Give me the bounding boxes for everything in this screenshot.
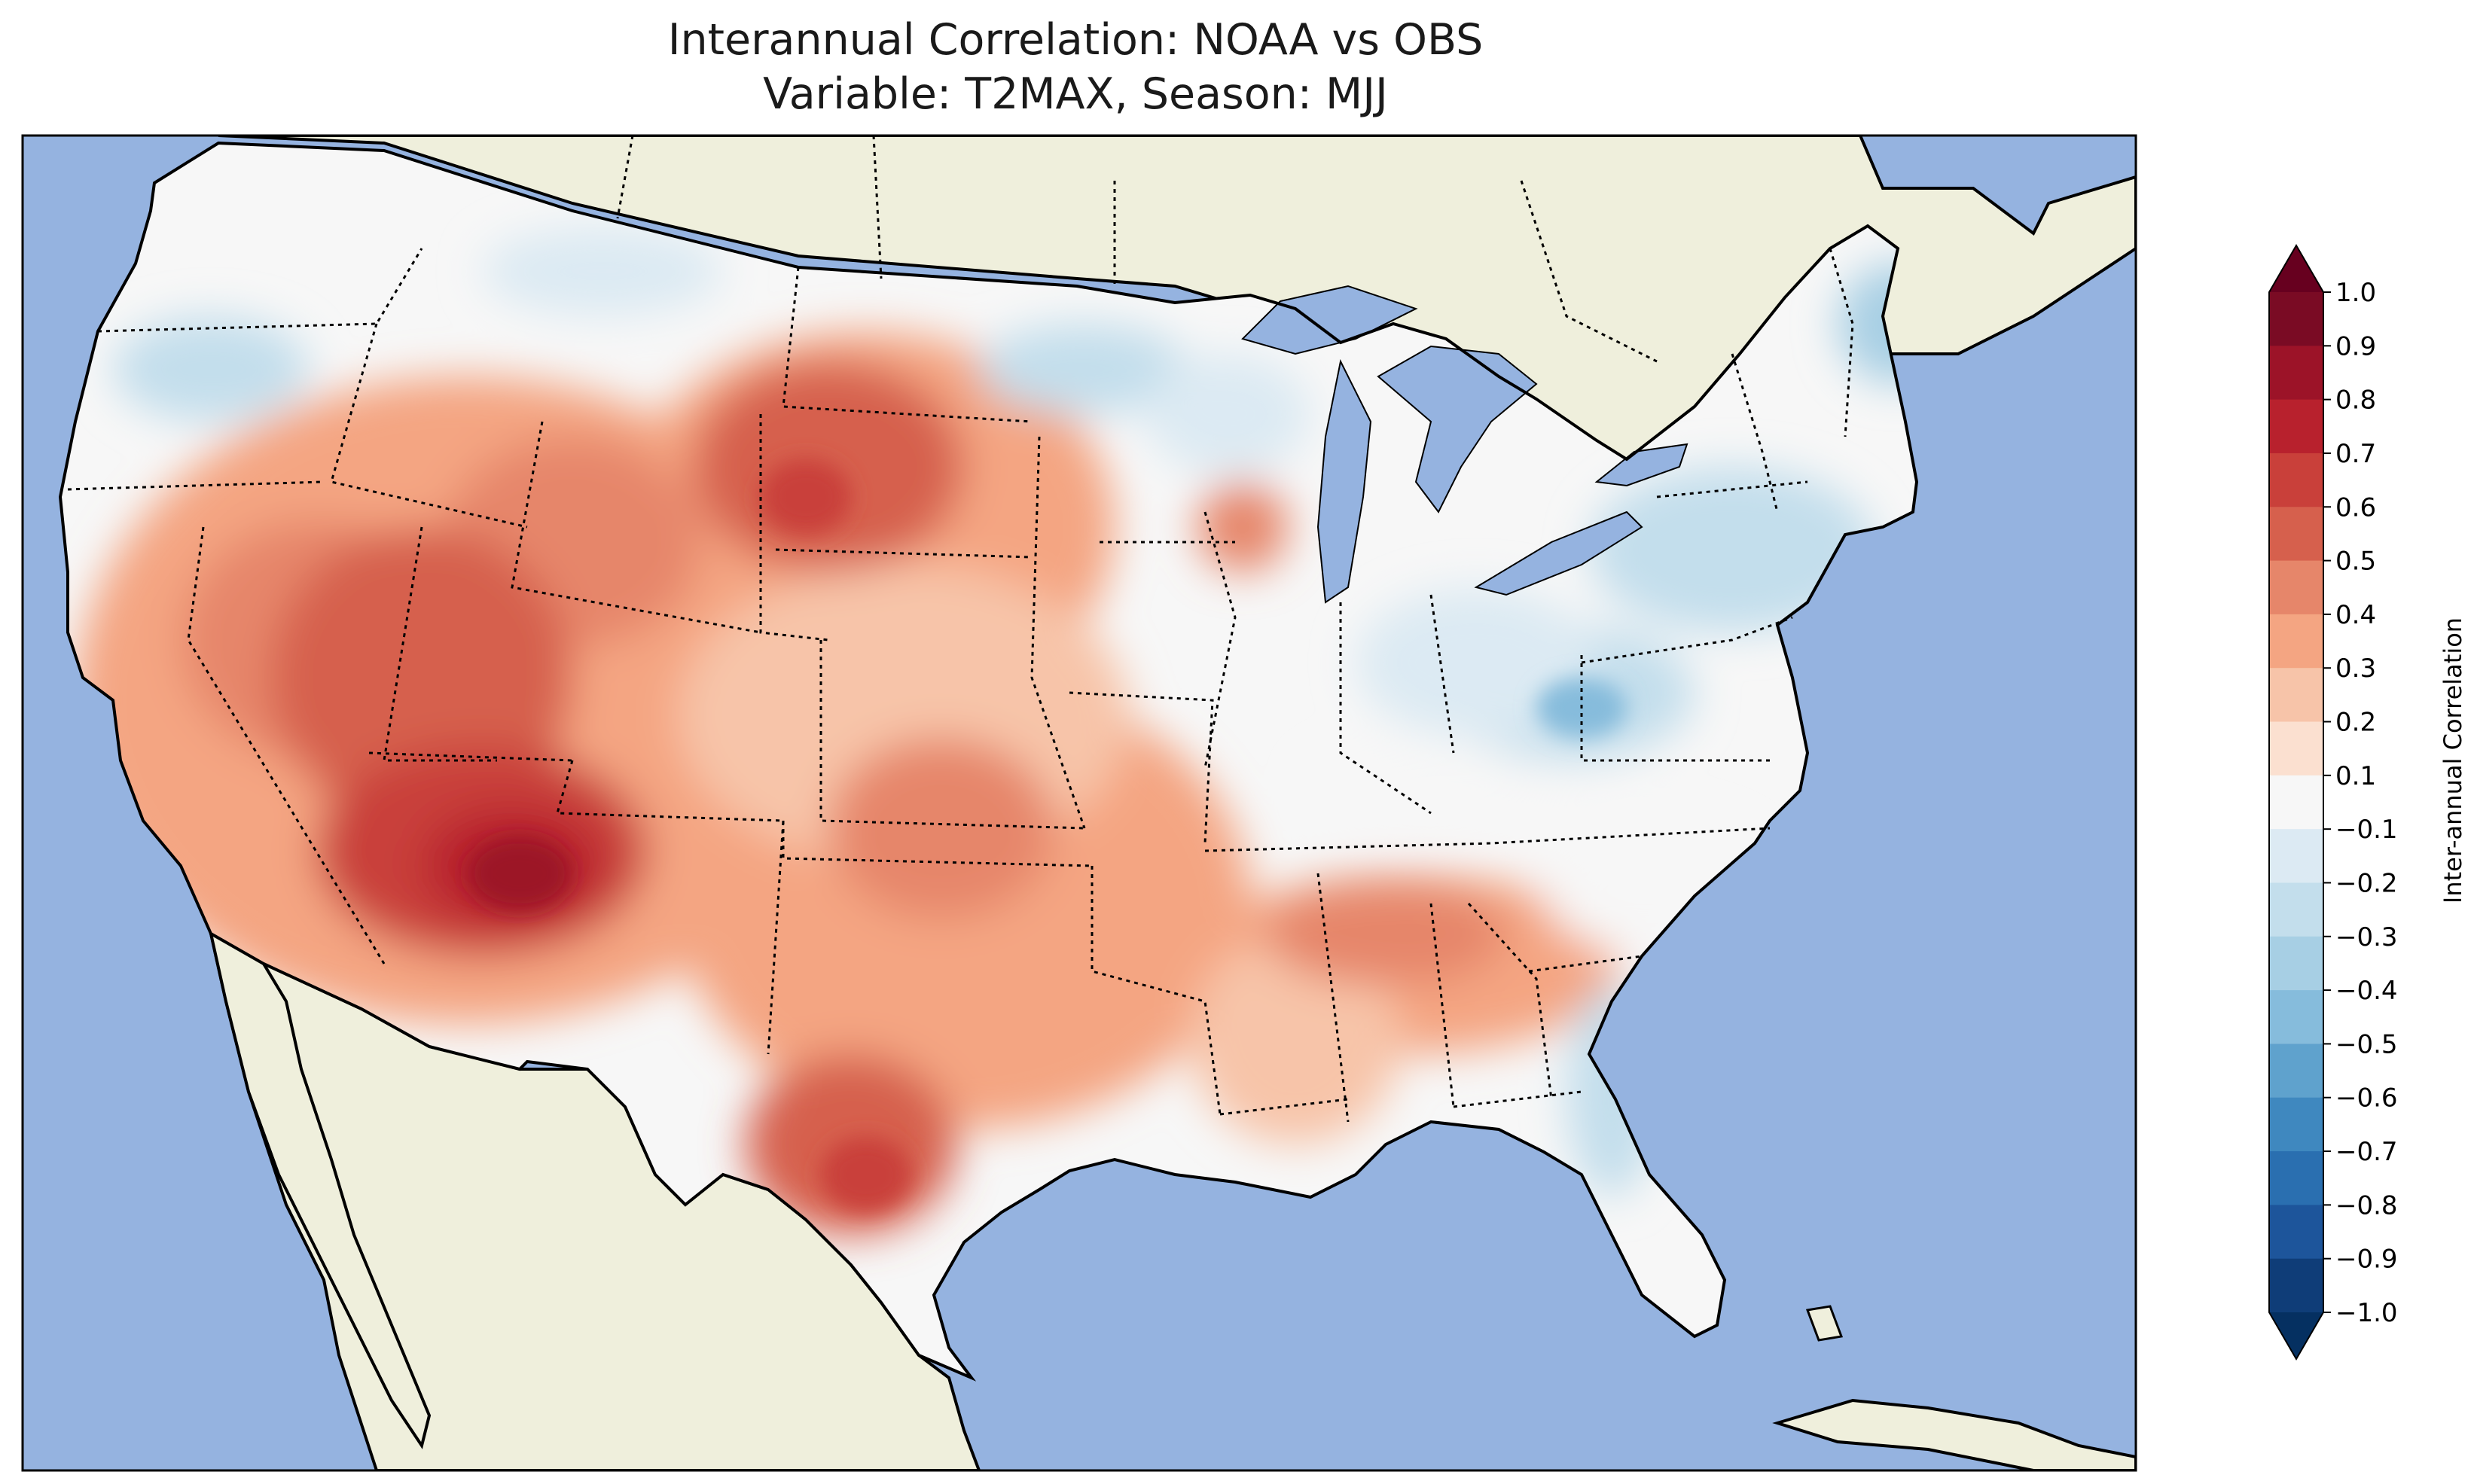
colorbar-tick-label: −0.9 [2335,1245,2398,1275]
colorbar-tick-label: 1.0 [2335,278,2376,308]
colorbar-segment [2269,721,2323,776]
colorbar-tick-label: 0.5 [2335,547,2376,577]
colorbar-segment [2269,453,2323,507]
colorbar-tick-label: −0.3 [2335,922,2398,952]
colorbar-segment [2269,882,2323,937]
colorbar-segment [2269,668,2323,723]
colorbar-segment [2269,1205,2323,1260]
chart-title: Interannual Correlation: NOAA vs OBS [667,15,1484,65]
colorbar-tick-label: −0.8 [2335,1190,2398,1220]
colorbar-tick-label: 0.2 [2335,708,2376,738]
bahamas-island [1805,1305,1844,1342]
chart-subtitle: Variable: T2MAX, Season: MJJ [763,69,1388,119]
colorbar-segment [2269,560,2323,615]
colorbar-segment [2269,292,2323,346]
colorbar-segment [2269,507,2323,562]
colorbar-segment [2269,990,2323,1044]
colorbar-tick-label: −1.0 [2335,1298,2398,1328]
colorbar-segment [2269,1044,2323,1099]
colorbar-label: Inter-annual Correlation [2439,617,2467,904]
colorbar-segment [2269,1151,2323,1205]
colorbar-segment [2269,1258,2323,1313]
colorbar-extend-min [2269,1312,2323,1359]
colorbar-segment [2269,936,2323,991]
colorbar-tick-label: −0.4 [2335,976,2398,1006]
colorbar-tick-label: −0.1 [2335,815,2398,845]
colorbar-tick-label: 0.1 [2335,761,2376,791]
colorbar-tick-label: 0.7 [2335,439,2376,469]
colorbar-segment [2269,1097,2323,1152]
cuba-island [1772,1398,2136,1470]
colorbar-segment [2269,614,2323,669]
colorbar-tick-label: 0.3 [2335,654,2376,684]
colorbar-tick-label: 0.4 [2335,600,2376,630]
colorbar-tick-label: −0.2 [2335,868,2398,898]
colorbar-tick-label: 0.6 [2335,492,2376,523]
colorbar-segment [2269,775,2323,830]
great-lakes [1241,285,1688,604]
colorbar-tick-label: 0.9 [2335,331,2376,361]
colorbar-tick-label: 0.8 [2335,385,2376,416]
colorbar-segment [2269,346,2323,401]
colorbar-extend-max [2269,245,2323,292]
colorbar-tick-label: −0.6 [2335,1083,2398,1114]
colorbar-segment [2269,399,2323,454]
colorbar-segment [2269,829,2323,883]
correlation-field [60,143,1917,1378]
state-borders [67,136,1854,1123]
colorbar-tick-label: −0.7 [2335,1137,2398,1167]
colorbar: 1.0 0.9 0.8 0.7 0.6 0.5 0.4 0.3 0.2 0.1 −0.1 −0.2 −0… [2268,244,2398,1361]
baja-peninsula [209,931,432,1449]
colorbar-tick-label: −0.5 [2335,1029,2398,1059]
map-frame [21,134,2137,1472]
